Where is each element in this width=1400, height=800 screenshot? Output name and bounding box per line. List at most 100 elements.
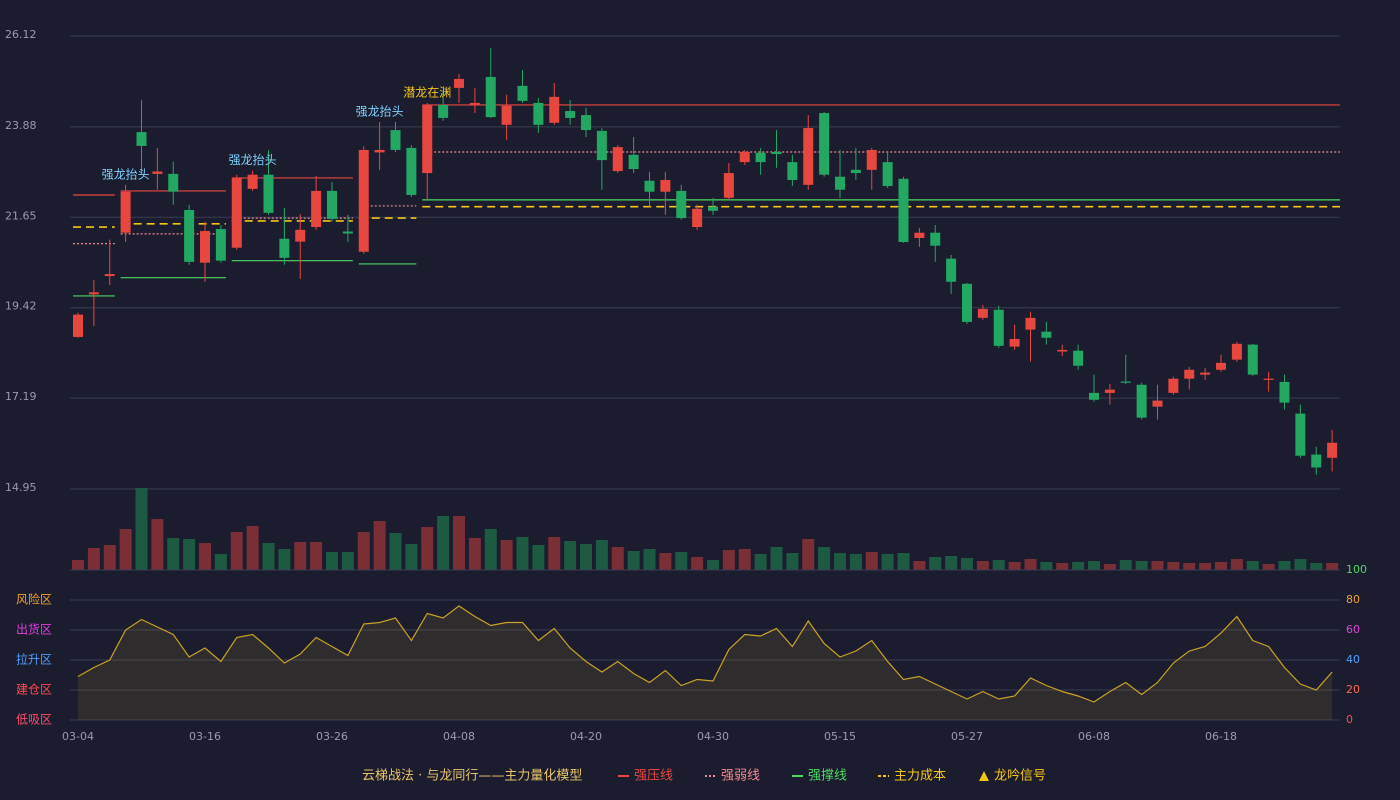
volume-bar (341, 552, 354, 570)
candle-body (1041, 331, 1052, 338)
volume-bar (262, 543, 275, 570)
candle-body (1279, 381, 1290, 403)
candle-body (501, 105, 512, 125)
candle-body (1104, 389, 1115, 393)
volume-bar (135, 488, 148, 570)
y-tick-label: 17.19 (5, 390, 37, 403)
candle-body (962, 283, 972, 322)
candle-body (914, 232, 925, 238)
candle-body (517, 85, 528, 101)
legend-marker (979, 771, 989, 781)
y-tick-label: 23.88 (5, 119, 37, 132)
zone-label: 拉升区 (16, 652, 52, 667)
candle-body (1295, 413, 1306, 456)
candle-body (1247, 344, 1258, 375)
candle-body (930, 232, 941, 246)
candle-body (485, 76, 496, 118)
candle-body (993, 309, 1004, 346)
volume-bar (421, 527, 434, 570)
candle-body (1184, 369, 1195, 379)
candle-body (263, 174, 274, 213)
candle-body (1152, 400, 1163, 407)
volume-bar (643, 549, 656, 570)
volume-bar (437, 516, 450, 570)
volume-bar (929, 557, 942, 570)
legend-label: 强压线 (634, 769, 673, 784)
volume-bar (802, 539, 815, 570)
candle-body (215, 229, 226, 261)
volume-bar (770, 547, 783, 570)
candle-body (819, 113, 830, 175)
volume-bar (611, 547, 624, 570)
volume-bar (151, 519, 164, 570)
volume-bar (976, 561, 989, 570)
candle-body (342, 231, 353, 234)
candle-body (787, 162, 798, 180)
volume-bar (707, 560, 719, 570)
candle-body (454, 78, 464, 88)
candle-body (1311, 454, 1322, 468)
legend-label: 龙吟信号 (994, 768, 1046, 784)
x-tick-label: 03-26 (316, 730, 348, 743)
candle-body (390, 130, 401, 150)
volume-bar (564, 541, 577, 570)
volume-bar (675, 552, 688, 570)
candle-body (771, 151, 782, 155)
candle-body (438, 104, 449, 118)
volume-bar (881, 554, 894, 570)
volume-bar (326, 552, 338, 570)
candle-body (866, 149, 877, 170)
candle-body (660, 179, 671, 192)
volume-bar (627, 551, 640, 570)
volume-bar (548, 537, 561, 570)
legend-label: 强弱线 (721, 769, 760, 784)
candle-body (104, 274, 115, 277)
volume-bar (453, 516, 465, 570)
candle-body (1136, 384, 1147, 418)
candle-body (628, 154, 639, 170)
volume-bar (913, 561, 926, 570)
candle-body (739, 151, 750, 163)
volume-bar (1008, 562, 1021, 570)
y-tick-label: 40 (1346, 653, 1360, 666)
x-tick-label: 04-20 (570, 730, 602, 743)
volume-bar (1119, 560, 1132, 570)
signal-label: 强龙抬头 (356, 104, 404, 118)
candle-body (1009, 338, 1020, 347)
volume-bar (214, 554, 227, 570)
y-tick-label: 26.12 (5, 28, 37, 41)
volume-bar (199, 543, 211, 570)
candle-body (1231, 343, 1242, 360)
volume-bar (516, 537, 529, 570)
volume-bar (834, 553, 846, 570)
candle-body (612, 147, 623, 172)
candle-body (136, 132, 147, 146)
candle-body (581, 115, 591, 131)
candle-body (898, 178, 909, 243)
x-tick-label: 03-04 (62, 730, 94, 743)
candle-body (247, 174, 258, 189)
candle-body (1168, 378, 1179, 393)
candle-body (168, 173, 179, 192)
candle-body (723, 173, 734, 198)
candle-body (835, 176, 845, 190)
volume-bar (1246, 561, 1259, 570)
legend-label: 主力成本 (894, 769, 946, 784)
volume-bar (246, 526, 259, 570)
candle-body (596, 130, 607, 161)
volume-bar (961, 558, 973, 570)
candle-body (850, 169, 861, 174)
x-tick-label: 05-15 (824, 730, 856, 743)
candle-body (946, 258, 957, 282)
x-tick-label: 04-08 (443, 730, 475, 743)
candle-body (708, 206, 718, 211)
volume-bar (484, 529, 497, 570)
candle-body (692, 208, 703, 228)
y-tick-label: 60 (1346, 623, 1360, 636)
candle-body (1120, 381, 1131, 383)
volume-bar (1183, 563, 1196, 570)
volume-bar (897, 553, 910, 570)
candle-body (120, 191, 131, 233)
volume-bar (1230, 559, 1243, 570)
